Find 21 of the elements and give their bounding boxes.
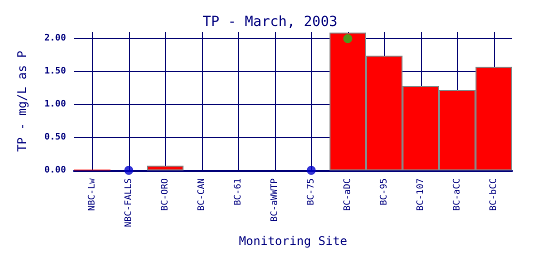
x-tick-label: BC-aWWTP [270, 178, 280, 222]
x-tick-label: BC-aDC [342, 178, 353, 211]
x-tick-label: BC-aCC [452, 178, 462, 211]
x-tick-label: NBC-Lw [87, 178, 98, 211]
x-tick-label: BC-107 [416, 178, 426, 211]
x-tick-label: BC-95 [379, 178, 390, 206]
y-tick-label: 1.00 [44, 99, 66, 110]
y-tick-label: 1.50 [44, 66, 66, 77]
bar [147, 166, 184, 170]
x-tick-label: BC-CAN [196, 178, 207, 211]
x-tick-label: BC-ORO [160, 178, 170, 211]
y-tick-label: 0.50 [44, 132, 66, 142]
y-axis-title: TP - mg/L as P [15, 50, 29, 152]
y-tick-label: 2.00 [44, 34, 66, 44]
chart-title: TP - March, 2003 [202, 14, 338, 30]
y-tick-label: 0.00 [44, 165, 66, 176]
x-tick-label: BC-75 [306, 178, 316, 206]
x-tick-label: BC-bCC [488, 178, 499, 211]
x-axis-title: Monitoring Site [238, 234, 348, 248]
x-tick-label: BC-61 [233, 178, 244, 206]
x-tick-label: NBC-FALLS [124, 178, 134, 228]
